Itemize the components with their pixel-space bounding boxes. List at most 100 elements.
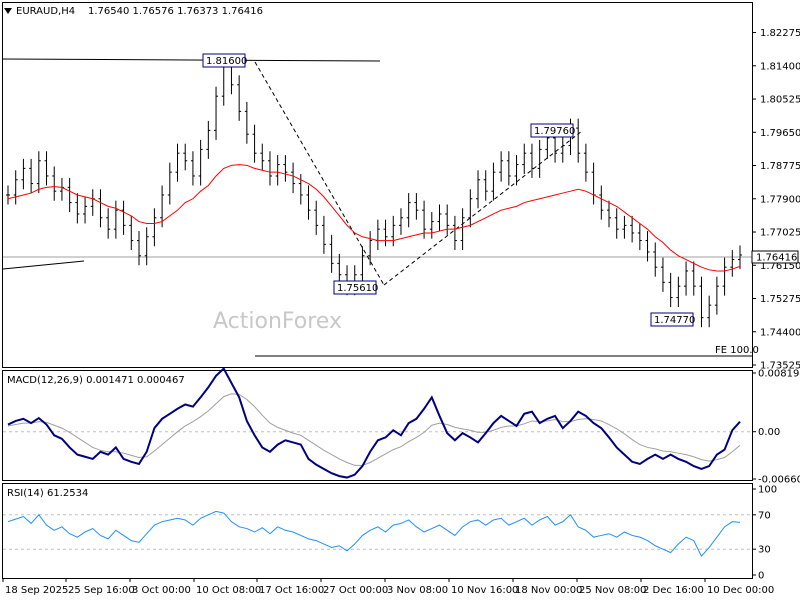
price-bar	[198, 139, 203, 186]
price-bar	[452, 215, 457, 251]
time-tick-label: 25 Sep 16:00	[68, 585, 135, 596]
price-tick-label: 1.77025	[760, 228, 800, 239]
price-bar	[684, 261, 689, 296]
price-bar	[167, 162, 172, 205]
rsi-line	[7, 510, 741, 557]
price-tick-label: 1.82275	[760, 28, 800, 39]
price-bar	[645, 231, 650, 262]
price-bar	[136, 231, 141, 266]
price-bar	[406, 193, 411, 228]
price-tick-label: 1.77900	[760, 194, 800, 205]
macd-signal-line	[7, 393, 741, 466]
price-bar	[576, 118, 581, 163]
price-bar	[637, 223, 642, 251]
price-bar	[52, 166, 57, 201]
price-bar	[260, 143, 265, 171]
price-tick-label: 1.80525	[760, 95, 800, 106]
price-bar	[591, 162, 596, 205]
price-bar	[214, 86, 219, 140]
price-axis: 1.82275 1.81400 1.80525 1.79650 1.78775 1.779…	[751, 28, 800, 372]
rsi-plot: 100 70 30 0	[3, 485, 777, 582]
current-price-label: 1.76416	[756, 253, 797, 264]
price-tick-label: 1.78775	[760, 161, 800, 172]
price-bar	[437, 204, 442, 232]
header-ohlc: 1.76540 1.76576 1.76373 1.76416	[88, 6, 263, 17]
annotation-box	[650, 312, 694, 327]
price-bar	[59, 177, 64, 201]
price-bar	[183, 143, 188, 171]
macd-plot: 0.008194 0.00 -0.006604	[3, 367, 800, 486]
price-bar	[738, 245, 742, 270]
price-bar	[106, 208, 111, 239]
time-tick-label: 27 Oct 00:00	[323, 585, 388, 596]
rsi-tick-label: 30	[758, 545, 771, 556]
price-bar	[730, 250, 735, 277]
rsi-tick-label: 100	[758, 485, 777, 496]
collapse-triangle-icon[interactable]	[4, 8, 12, 14]
price-bar	[21, 158, 26, 190]
price-bar	[483, 170, 488, 201]
time-tick-label: 10 Dec 00:00	[707, 585, 774, 596]
price-tick-label: 1.75275	[760, 294, 800, 305]
price-bar	[360, 246, 365, 285]
fe-label: FE 100.0	[715, 345, 759, 356]
price-tick-label: 1.79650	[760, 128, 800, 139]
price-bar	[691, 261, 696, 296]
price-bar	[113, 200, 118, 239]
rsi-tick-label: 70	[758, 510, 771, 521]
price-bar	[90, 189, 95, 216]
price-bar	[722, 257, 727, 296]
annotation-label: 1.81600	[206, 56, 247, 67]
ma-polyline	[7, 164, 741, 272]
annotation-label: 1.74770	[654, 315, 695, 326]
resistance-line	[2, 58, 381, 62]
price-bar	[329, 234, 334, 273]
header-symbol: EURAUD,H4	[16, 6, 75, 17]
price-bar	[298, 174, 303, 205]
price-bar	[152, 208, 157, 247]
annotation-label: 1.75610	[337, 283, 378, 294]
price-bar	[267, 151, 272, 186]
price-annotation: 1.74770	[650, 312, 695, 327]
price-bar	[83, 196, 88, 224]
price-bar	[175, 143, 180, 182]
macd-title: MACD(12,26,9) 0.001471 0.000467	[7, 375, 185, 386]
price-bar	[190, 151, 195, 186]
price-bar	[337, 253, 342, 285]
price-bar	[237, 75, 242, 121]
price-bars	[6, 56, 742, 328]
rsi-title: RSI(14) 61.2534	[7, 488, 88, 499]
price-bar	[660, 257, 665, 292]
watermark: ActionForex	[213, 309, 342, 334]
price-bar	[583, 143, 588, 182]
price-bar	[630, 215, 635, 243]
price-bar	[6, 185, 10, 205]
price-tick-label: 1.74400	[760, 327, 800, 338]
current-price-tag	[751, 250, 799, 264]
price-panel-frame	[2, 2, 753, 368]
price-bar	[707, 295, 712, 328]
price-bar	[607, 200, 612, 228]
price-bar	[391, 215, 396, 247]
price-bar	[321, 215, 326, 254]
macd-main-line	[7, 367, 741, 479]
time-tick-label: 18 Sep 2025	[5, 585, 68, 596]
price-bar	[244, 101, 249, 144]
macd-panel-frame	[2, 370, 753, 481]
price-bar	[614, 208, 619, 239]
time-tick-label: 17 Oct 16:00	[259, 585, 324, 596]
price-bar	[252, 124, 257, 163]
annotation-label: 1.79760	[534, 126, 575, 137]
price-tick-label: 1.81400	[760, 61, 800, 72]
price-bar	[206, 120, 211, 159]
price-bar	[291, 162, 296, 194]
price-tick-label: 1.76150	[760, 261, 800, 272]
price-bar	[398, 208, 403, 235]
time-tick-label: 25 Nov 08:00	[579, 585, 646, 596]
dashed-leg-2	[383, 130, 583, 286]
price-bar	[414, 193, 419, 220]
price-bar	[121, 200, 126, 235]
price-bar	[144, 227, 149, 266]
price-bar	[491, 162, 496, 201]
